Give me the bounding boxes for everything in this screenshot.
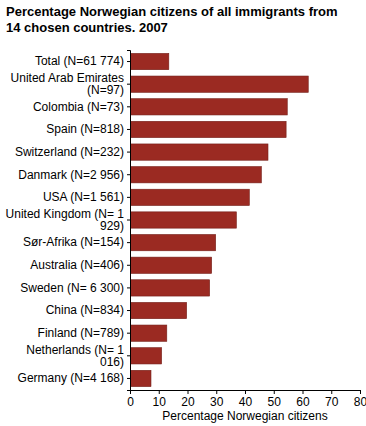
tick-mark [127, 61, 130, 62]
tick: 0 [127, 390, 134, 409]
x-axis: 0 10 20 30 40 50 60 70 80 [127, 390, 366, 409]
tick-label: Finland (N=789) [38, 326, 124, 340]
tick-label: Spain (N=818) [46, 122, 124, 136]
tick-label: China (N=834) [46, 303, 124, 317]
tick-mark [127, 287, 130, 288]
tick: 80 [354, 390, 366, 409]
tick-label: 10 [153, 395, 167, 409]
tick-label: Danmark (N=2 956) [18, 168, 124, 182]
bar [130, 212, 236, 228]
tick-mark [127, 265, 130, 266]
tick-mark [127, 174, 130, 175]
tick-label: Sør-Afrika (N=154) [23, 235, 124, 249]
bar [130, 144, 268, 160]
tick-mark [127, 355, 130, 356]
bar [130, 348, 162, 364]
tick: 60 [296, 390, 310, 409]
bar [130, 53, 169, 69]
bar [130, 325, 167, 341]
y-axis: Total (N=61 774) United Arab Emirates(N=9… [6, 51, 131, 391]
tick: Sweden (N= 6 300) [20, 281, 130, 295]
tick-label: USA (N=1 561) [43, 190, 124, 204]
tick-mark [127, 197, 130, 198]
tick: 70 [325, 390, 339, 409]
tick: Switzerland (N=232) [15, 145, 130, 159]
tick: Australia (N=406) [30, 258, 130, 272]
tick: Total (N=61 774) [35, 54, 130, 68]
bar [130, 234, 216, 250]
tick-label: United Arab Emirates(N=97) [11, 71, 124, 97]
tick: Netherlands (N= 1016) [26, 343, 130, 369]
tick-label: 50 [268, 395, 282, 409]
tick-mark [159, 390, 160, 394]
tick: Colombia (N=73) [33, 100, 130, 114]
tick-label: United Kingdom (N= 1929) [6, 207, 125, 233]
tick-label: Germany (N=4 168) [18, 371, 124, 385]
tick: USA (N=1 561) [43, 190, 130, 204]
tick-mark [127, 378, 130, 379]
tick-label: Switzerland (N=232) [15, 145, 124, 159]
tick: Spain (N=818) [46, 122, 130, 136]
bar [130, 189, 249, 205]
x-axis-title: Percentage Norwegian citizens [162, 409, 327, 423]
tick: Finland (N=789) [38, 326, 130, 340]
tick: United Kingdom (N= 1929) [6, 207, 130, 233]
tick-label-line: 016) [100, 355, 124, 369]
tick-mark [216, 390, 217, 394]
tick-mark [127, 310, 130, 311]
tick-mark [127, 152, 130, 153]
tick-label: Colombia (N=73) [33, 100, 124, 114]
tick-mark [188, 390, 189, 394]
tick: 40 [239, 390, 253, 409]
tick-label: Australia (N=406) [30, 258, 124, 272]
tick-label-line: 929) [100, 219, 124, 233]
tick-label: Sweden (N= 6 300) [20, 281, 124, 295]
tick: 50 [268, 390, 282, 409]
tick-mark [303, 390, 304, 394]
tick-label: 80 [354, 395, 366, 409]
tick-label: 0 [127, 395, 134, 409]
tick-mark [127, 242, 130, 243]
tick-mark [127, 84, 130, 85]
tick: Sør-Afrika (N=154) [23, 235, 130, 249]
tick-label: 60 [296, 395, 310, 409]
tick-label: Total (N=61 774) [35, 54, 124, 68]
tick: Germany (N=4 168) [18, 371, 130, 385]
bar [130, 280, 210, 296]
axis-line [127, 51, 131, 391]
bar [130, 76, 308, 92]
tick-label: 40 [239, 395, 253, 409]
tick-mark [360, 390, 361, 394]
tick-label: 30 [210, 395, 224, 409]
tick-mark [127, 333, 130, 334]
bars [130, 53, 308, 386]
tick: 10 [153, 390, 167, 409]
tick-label: 70 [325, 395, 339, 409]
bar [130, 370, 151, 386]
chart: 0 10 20 30 40 50 60 70 80 Total (N=61 774) United … [0, 0, 366, 426]
bar [130, 121, 286, 137]
tick: 20 [181, 390, 195, 409]
axis-line [131, 391, 361, 395]
tick-label-line: (N=97) [87, 83, 124, 97]
chart-title: Percentage Norwegian citizens of all imm… [6, 4, 346, 36]
tick-mark [274, 390, 275, 394]
bar [130, 99, 287, 115]
bar [130, 167, 261, 183]
tick-mark [245, 390, 246, 394]
tick: 30 [210, 390, 224, 409]
tick-mark [127, 220, 130, 221]
tick-label: 20 [181, 395, 195, 409]
tick: United Arab Emirates(N=97) [11, 71, 130, 97]
tick-mark [331, 390, 332, 394]
tick-mark [127, 106, 130, 107]
tick: China (N=834) [46, 303, 130, 317]
tick-label: Netherlands (N= 1016) [26, 343, 124, 369]
bar [130, 257, 212, 273]
tick: Danmark (N=2 956) [18, 168, 130, 182]
bar [130, 302, 187, 318]
tick-mark [127, 129, 130, 130]
